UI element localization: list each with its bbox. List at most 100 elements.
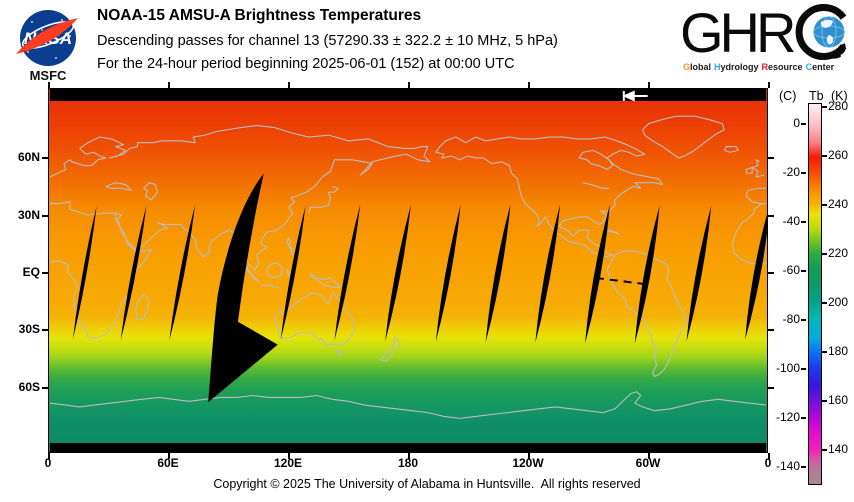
- subtitle-channel: Descending passes for channel 13 (57290.…: [97, 32, 558, 49]
- map-overlay: [49, 89, 767, 452]
- lat-label-60n: 60N: [17, 150, 40, 165]
- colorbar-celsius-label: -120: [775, 410, 800, 425]
- lon-tick-bottom: [48, 453, 50, 459]
- orbit-gap-sliver: [435, 204, 461, 342]
- lat-label-60s: 60S: [18, 379, 40, 394]
- lon-label-180: 180: [397, 456, 419, 470]
- colorbar-celsius-tick: [801, 269, 806, 272]
- ghrc-tagline-word: Global: [683, 62, 711, 72]
- ghrc-tagline: Global Hydrology Resource Center: [683, 62, 854, 72]
- ghrc-tagline-word: Hydrology: [714, 62, 759, 72]
- lat-tick-left: [42, 157, 48, 160]
- coastline: [49, 213, 152, 340]
- coastline: [602, 227, 620, 235]
- coastline: [731, 203, 767, 265]
- coastline: [435, 136, 664, 258]
- coastlines: [49, 115, 767, 419]
- lon-label-60w: 60W: [635, 456, 661, 470]
- coastline: [308, 185, 339, 214]
- colorbar: [808, 103, 822, 485]
- lat-tick-left: [42, 329, 48, 332]
- colorbar-kelvin-label: 180: [828, 344, 849, 359]
- colorbar-kelvin-tick: [822, 155, 827, 157]
- title-block: NOAA-15 AMSU-A Brightness Temperatures D…: [97, 7, 558, 80]
- colorbar-kelvin-tick: [822, 449, 827, 452]
- equator-dashed-segment: [595, 276, 644, 285]
- ghrc-globe-stand-arm: [836, 43, 846, 56]
- orbit-gap-sliver: [120, 205, 147, 341]
- lon-tick-top: [288, 82, 290, 88]
- orbit-gap-big-wedge: [208, 173, 278, 403]
- colorbar-celsius-tick: [801, 417, 806, 420]
- ghrc-logo-mark: GHR: [680, 1, 847, 64]
- ghrc-tagline-rest: ydrology: [720, 62, 759, 72]
- orbit-gap-sliver: [334, 204, 361, 341]
- pass-start-arrow-icon: [622, 90, 648, 102]
- lon-tick-top: [768, 82, 770, 88]
- lat-tick-right: [768, 157, 774, 160]
- lon-label-0: 0: [764, 456, 772, 470]
- lon-tick-top: [408, 82, 410, 88]
- nasa-logo-stars: [27, 19, 71, 59]
- orbit-gap-slivers: [72, 173, 767, 403]
- colorbar-kelvin-label: 140: [828, 442, 849, 457]
- msfc-label: MSFC: [29, 68, 67, 83]
- orbit-gap-sliver: [686, 205, 712, 342]
- colorbar-celsius-label: -140: [775, 459, 800, 474]
- orbit-gap-sliver: [634, 205, 660, 344]
- coastline: [751, 159, 765, 178]
- lon-tick-top: [528, 82, 530, 88]
- coastline: [143, 182, 158, 201]
- lat-label-30n: 30N: [17, 207, 40, 222]
- lon-tick-top: [648, 82, 650, 88]
- ghrc-tagline-rest: esource: [768, 62, 803, 72]
- ghrc-tagline-rest: lobal: [690, 62, 712, 72]
- coastline: [379, 349, 393, 362]
- ghrc-logo: GHR Global Hydrology Resource Center: [680, 1, 854, 72]
- colorbar-kelvin-label: 200: [828, 295, 849, 310]
- brightness-temperature-map: [48, 88, 768, 453]
- colorbar-celsius-tick: [801, 122, 806, 125]
- lon-tick-bottom: [168, 453, 170, 459]
- orbit-gap-sliver: [280, 205, 306, 340]
- colorbar-kelvin-tick: [822, 204, 827, 207]
- copyright-text: Copyright © 2025 The University of Alaba…: [213, 477, 641, 491]
- nasa-logo: NASA: [16, 10, 78, 66]
- colorbar-kelvin-label: 160: [828, 393, 849, 408]
- ghrc-globe-stand-base: [825, 53, 841, 59]
- polar-gap-top: [49, 89, 767, 101]
- ghrc-tagline-initial: R: [761, 62, 769, 72]
- colorbar-celsius-tick: [801, 368, 806, 371]
- coastline: [260, 284, 279, 288]
- lat-tick-left: [42, 214, 48, 217]
- ghrc-tagline-initial: C: [805, 62, 813, 72]
- coastline: [745, 166, 753, 174]
- colorbar-kelvin-label: 280: [828, 98, 849, 113]
- nasa-logo-swoosh: [16, 18, 78, 54]
- lat-label-eq: EQ: [22, 264, 40, 279]
- colorbar-celsius-label: -60: [782, 262, 800, 277]
- colorbar-tb-header: Tb: [809, 89, 824, 103]
- coastline: [335, 349, 343, 357]
- lon-label-120e: 120E: [273, 456, 303, 470]
- lat-tick-left: [42, 386, 48, 389]
- lon-tick-bottom: [648, 453, 650, 459]
- orbit-gap-sliver: [485, 204, 511, 343]
- colorbar-kelvin-header: (K): [831, 89, 848, 103]
- lon-label-0: 0: [44, 456, 52, 470]
- colorbar-kelvin-label: 240: [828, 197, 849, 212]
- lon-tick-bottom: [768, 453, 770, 459]
- colorbar-celsius-label: -20: [782, 164, 800, 179]
- coastline: [49, 125, 428, 178]
- lat-tick-right: [768, 329, 774, 332]
- coastline: [266, 261, 284, 279]
- colorbar-celsius-label: -40: [782, 213, 800, 228]
- polar-gap-bottom: [49, 443, 767, 452]
- lon-tick-bottom: [528, 453, 530, 459]
- orbit-gap-sliver: [72, 205, 97, 340]
- coastline: [309, 273, 341, 288]
- colorbar-kelvin-tick: [822, 253, 827, 256]
- ghrc-tagline-rest: enter: [812, 62, 835, 72]
- coastline: [157, 146, 431, 271]
- coastline: [274, 292, 355, 347]
